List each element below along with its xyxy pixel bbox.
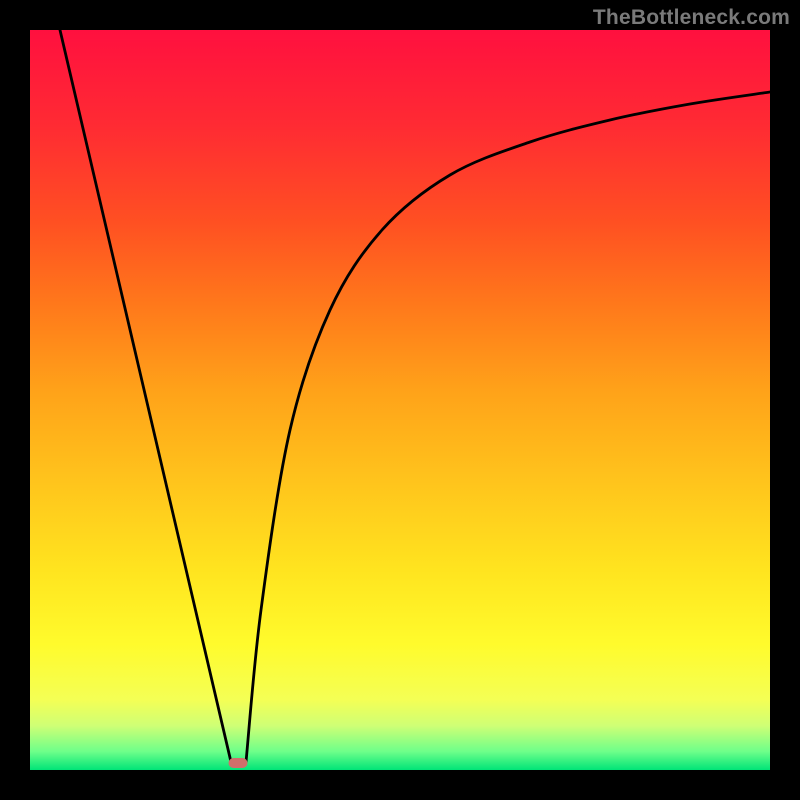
plot-area xyxy=(30,30,770,770)
watermark-text: TheBottleneck.com xyxy=(593,6,790,30)
gradient-background xyxy=(30,30,770,770)
plot-svg xyxy=(30,30,770,770)
minimum-marker xyxy=(229,758,248,768)
chart-frame: TheBottleneck.com xyxy=(0,0,800,800)
